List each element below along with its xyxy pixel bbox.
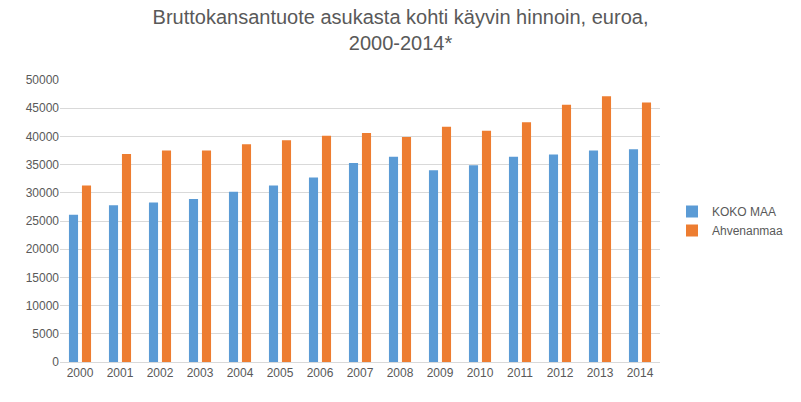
svg-text:40000: 40000: [26, 130, 60, 144]
svg-text:2007: 2007: [347, 366, 374, 380]
svg-text:2003: 2003: [187, 366, 214, 380]
svg-text:2002: 2002: [147, 366, 174, 380]
svg-text:2009: 2009: [427, 366, 454, 380]
svg-text:2011: 2011: [507, 366, 533, 380]
svg-text:2000: 2000: [67, 366, 94, 380]
svg-text:2006: 2006: [307, 366, 334, 380]
svg-text:5000: 5000: [32, 327, 59, 341]
svg-text:35000: 35000: [26, 158, 60, 172]
svg-text:10000: 10000: [26, 299, 60, 313]
svg-text:45000: 45000: [26, 101, 60, 115]
svg-text:KOKO MAA: KOKO MAA: [712, 205, 776, 219]
svg-text:2001: 2001: [107, 366, 134, 380]
svg-text:2005: 2005: [267, 366, 294, 380]
svg-text:2013: 2013: [587, 366, 614, 380]
svg-text:0: 0: [52, 355, 59, 369]
svg-text:20000: 20000: [26, 242, 60, 256]
svg-text:50000: 50000: [26, 73, 60, 87]
svg-text:30000: 30000: [26, 186, 60, 200]
svg-text:2004: 2004: [227, 366, 254, 380]
svg-text:Ahvenanmaa: Ahvenanmaa: [712, 224, 783, 238]
svg-text:2012: 2012: [547, 366, 574, 380]
svg-text:25000: 25000: [26, 214, 60, 228]
svg-text:2014: 2014: [627, 366, 654, 380]
svg-text:15000: 15000: [26, 271, 60, 285]
svg-text:2010: 2010: [467, 366, 494, 380]
svg-text:2008: 2008: [387, 366, 414, 380]
svg-text:Bruttokansantuote asukasta koh: Bruttokansantuote asukasta kohti käyvin …: [153, 6, 649, 54]
